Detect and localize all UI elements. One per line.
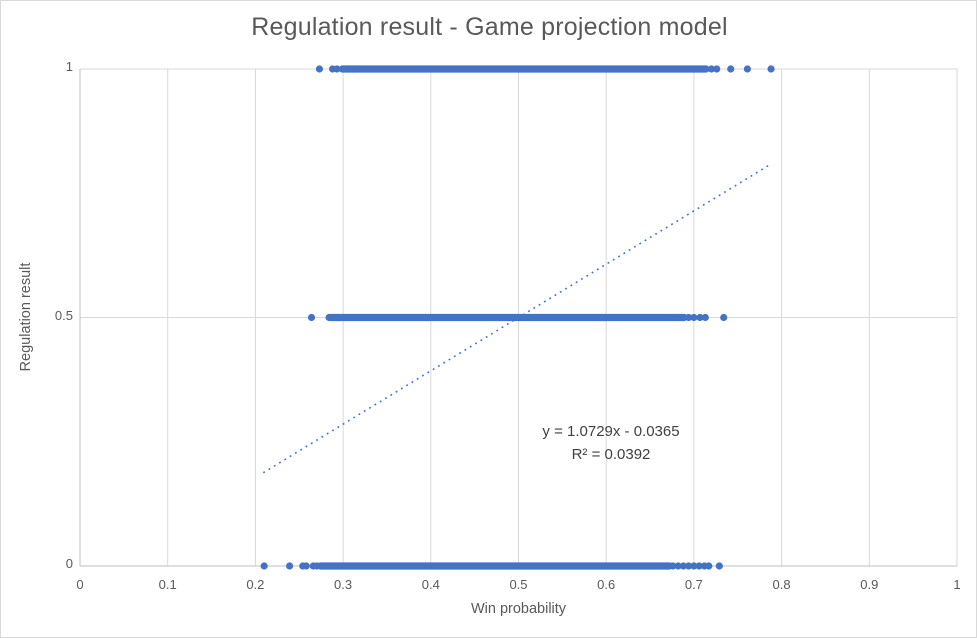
data-point bbox=[720, 313, 728, 322]
data-point bbox=[727, 65, 735, 73]
trendline-annotation: y = 1.0729x - 0.0365 R² = 0.0392 bbox=[471, 420, 751, 466]
x-tick-label: 0.5 bbox=[509, 577, 528, 592]
x-tick-label: 0.6 bbox=[597, 577, 616, 592]
trendline-r-squared: R² = 0.0392 bbox=[571, 446, 651, 463]
data-point bbox=[690, 313, 698, 322]
y-tick-label: 0 bbox=[65, 556, 73, 571]
x-tick-label: 0.7 bbox=[684, 577, 703, 592]
data-point bbox=[707, 65, 716, 73]
data-point bbox=[679, 562, 687, 570]
data-point bbox=[333, 65, 341, 73]
x-tick-label: 0.9 bbox=[860, 577, 879, 592]
point-band-y0.5 bbox=[325, 313, 688, 322]
data-point bbox=[715, 562, 723, 570]
chart-title: Regulation result - Game projection mode… bbox=[251, 13, 728, 41]
x-tick-label: 0 bbox=[76, 577, 84, 592]
point-band-y0 bbox=[316, 562, 673, 570]
data-point bbox=[690, 562, 698, 570]
data-point bbox=[705, 562, 713, 570]
x-tick-label: 0.3 bbox=[334, 577, 353, 592]
data-point bbox=[713, 65, 721, 73]
data-point bbox=[743, 65, 751, 73]
data-point bbox=[696, 313, 704, 322]
trendline-equation: y = 1.0729x - 0.0365 bbox=[542, 423, 680, 440]
x-tick-label: 0.2 bbox=[246, 577, 265, 592]
x-tick-label: 0.4 bbox=[421, 577, 440, 592]
data-point bbox=[307, 313, 316, 322]
y-tick-label: 0.5 bbox=[54, 307, 73, 323]
x-axis-title: Win probability bbox=[470, 601, 567, 617]
data-point bbox=[313, 562, 321, 570]
data-point bbox=[685, 313, 693, 322]
data-point bbox=[767, 65, 775, 73]
data-point bbox=[685, 562, 693, 570]
data-point bbox=[349, 65, 357, 73]
data-point bbox=[669, 562, 677, 570]
x-tick-label: 0.8 bbox=[772, 577, 791, 592]
data-point bbox=[701, 313, 709, 322]
x-tick-label: 0.1 bbox=[158, 577, 177, 592]
data-point bbox=[286, 562, 294, 570]
data-point bbox=[260, 562, 268, 570]
y-tick-label: 1 bbox=[65, 59, 73, 74]
data-point bbox=[338, 65, 346, 73]
point-band-y1 bbox=[339, 65, 710, 73]
x-tick-label: 1 bbox=[953, 577, 961, 592]
data-point bbox=[674, 562, 682, 570]
data-point bbox=[343, 65, 352, 73]
data-point bbox=[302, 562, 310, 570]
data-point bbox=[695, 562, 703, 570]
data-point bbox=[315, 65, 324, 73]
